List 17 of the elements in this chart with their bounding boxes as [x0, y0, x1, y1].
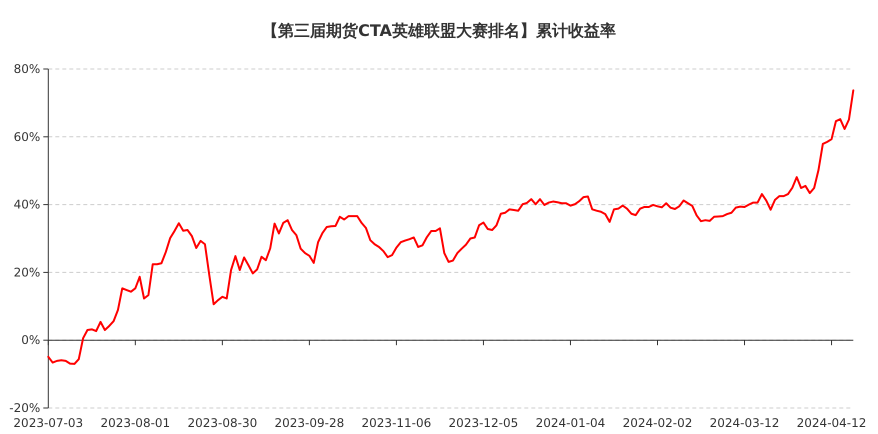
- x-tick-label: 2024-02-02: [622, 416, 692, 430]
- y-tick-label: 0%: [21, 333, 40, 348]
- x-tick-label: 2023-09-28: [274, 416, 344, 430]
- y-tick-label: 80%: [14, 62, 40, 76]
- y-tick-label: 40%: [14, 198, 40, 212]
- x-tick-label: 2024-01-04: [536, 416, 606, 430]
- y-tick-label: 60%: [14, 130, 40, 144]
- x-tick-label: 2024-04-12: [796, 416, 866, 430]
- y-tick-label: 20%: [14, 265, 40, 280]
- x-tick-label: 2023-08-01: [100, 416, 170, 430]
- y-tick-label: -20%: [9, 401, 40, 415]
- x-tick-label: 2024-03-12: [710, 416, 780, 430]
- x-tick-label: 2023-08-30: [187, 416, 258, 430]
- chart-title: 【第三届期货CTA英雄联盟大赛排名】累计收益率: [262, 21, 616, 40]
- x-tick-label: 2023-11-06: [362, 416, 432, 430]
- x-tick-label: 2023-12-05: [448, 416, 518, 430]
- x-tick-label: 2023-07-03: [13, 416, 84, 430]
